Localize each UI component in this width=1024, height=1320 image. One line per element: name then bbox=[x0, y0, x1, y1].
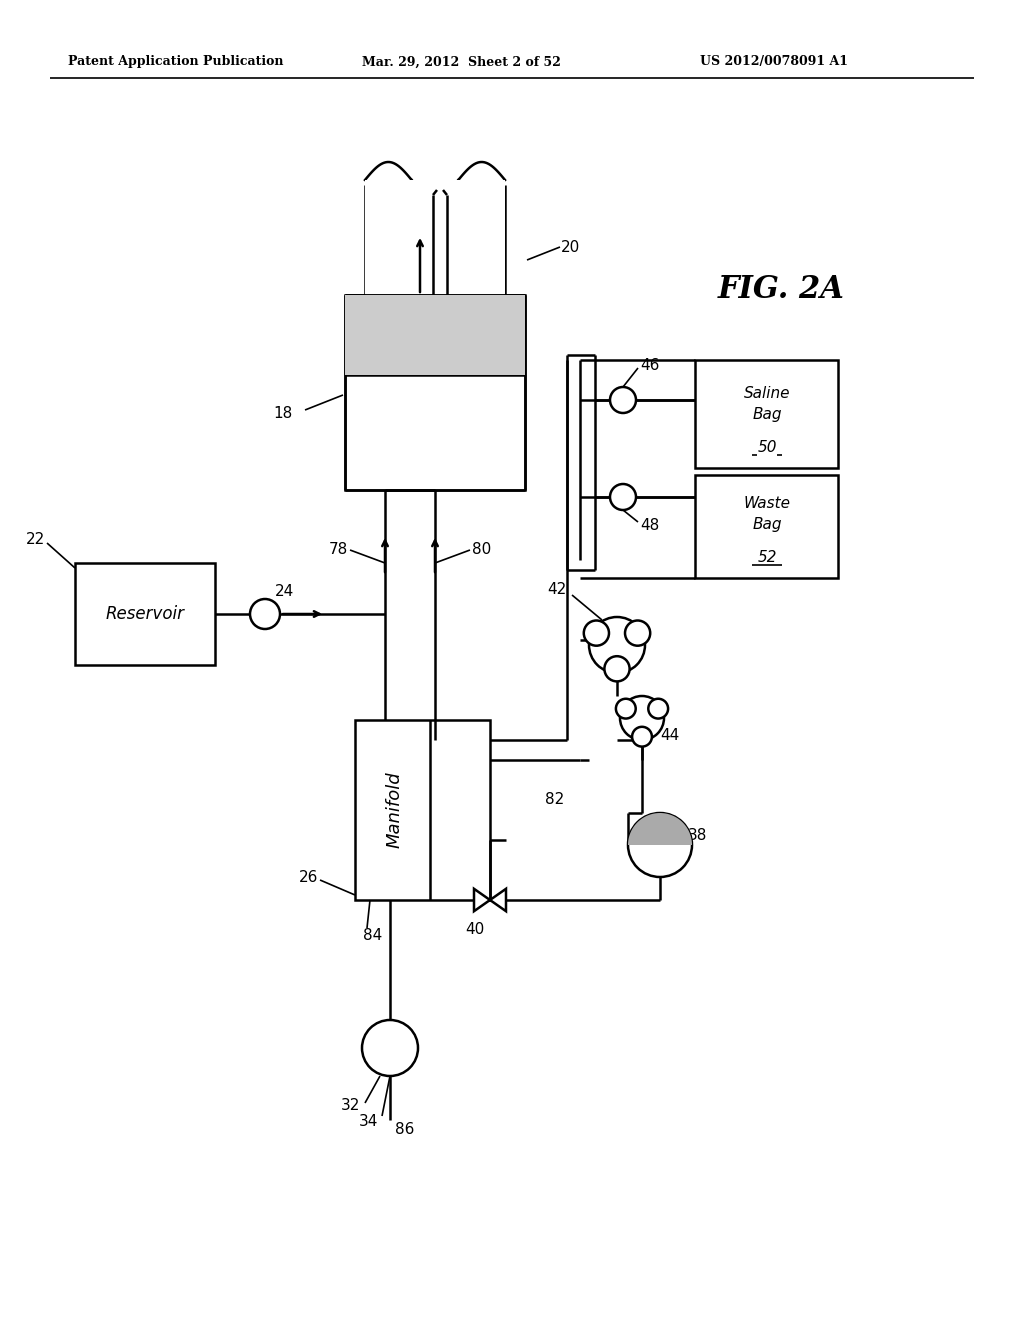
Text: 48: 48 bbox=[640, 517, 659, 532]
Bar bbox=[695, 475, 838, 578]
Text: Patent Application Publication: Patent Application Publication bbox=[68, 55, 284, 69]
Text: Reservoir: Reservoir bbox=[105, 605, 184, 623]
Text: 18: 18 bbox=[273, 407, 293, 421]
Text: 86: 86 bbox=[395, 1122, 415, 1138]
Text: Waste: Waste bbox=[743, 495, 791, 511]
Circle shape bbox=[250, 599, 280, 630]
Bar bbox=[345, 294, 525, 375]
Circle shape bbox=[584, 620, 609, 645]
Circle shape bbox=[589, 616, 645, 673]
Polygon shape bbox=[490, 888, 506, 911]
Text: 24: 24 bbox=[275, 585, 294, 599]
Text: 42: 42 bbox=[548, 582, 567, 598]
Text: 40: 40 bbox=[465, 923, 484, 937]
Text: 52: 52 bbox=[758, 550, 777, 565]
Text: 50: 50 bbox=[758, 441, 777, 455]
Text: 44: 44 bbox=[660, 729, 679, 743]
Text: Bag: Bag bbox=[753, 517, 781, 532]
Text: 46: 46 bbox=[640, 358, 659, 372]
Circle shape bbox=[604, 656, 630, 681]
Text: 34: 34 bbox=[358, 1114, 378, 1129]
Text: 20: 20 bbox=[561, 239, 581, 255]
Circle shape bbox=[648, 698, 668, 718]
Circle shape bbox=[610, 387, 636, 413]
Text: 26: 26 bbox=[299, 870, 318, 884]
Circle shape bbox=[628, 813, 692, 876]
Circle shape bbox=[610, 484, 636, 510]
Bar bbox=[345, 294, 525, 490]
Bar bbox=[365, 180, 505, 294]
Polygon shape bbox=[628, 813, 692, 845]
Text: Bag: Bag bbox=[753, 408, 781, 422]
Circle shape bbox=[632, 727, 652, 747]
Bar bbox=[695, 360, 838, 469]
Circle shape bbox=[620, 696, 664, 741]
Text: US 2012/0078091 A1: US 2012/0078091 A1 bbox=[700, 55, 848, 69]
Text: 38: 38 bbox=[688, 828, 708, 842]
Text: 78: 78 bbox=[329, 543, 348, 557]
Bar bbox=[355, 719, 490, 900]
Bar bbox=[75, 564, 215, 665]
Polygon shape bbox=[474, 888, 490, 911]
Text: FIG. 2A: FIG. 2A bbox=[718, 275, 845, 305]
Text: 32: 32 bbox=[341, 1098, 360, 1114]
Text: 82: 82 bbox=[545, 792, 564, 808]
Circle shape bbox=[362, 1020, 418, 1076]
Text: Saline: Saline bbox=[743, 385, 791, 400]
Text: Mar. 29, 2012  Sheet 2 of 52: Mar. 29, 2012 Sheet 2 of 52 bbox=[362, 55, 561, 69]
Circle shape bbox=[615, 698, 636, 718]
Text: 80: 80 bbox=[472, 543, 492, 557]
Text: 22: 22 bbox=[26, 532, 45, 546]
Text: 84: 84 bbox=[362, 928, 382, 942]
Text: Manifold: Manifold bbox=[386, 772, 404, 849]
Circle shape bbox=[625, 620, 650, 645]
